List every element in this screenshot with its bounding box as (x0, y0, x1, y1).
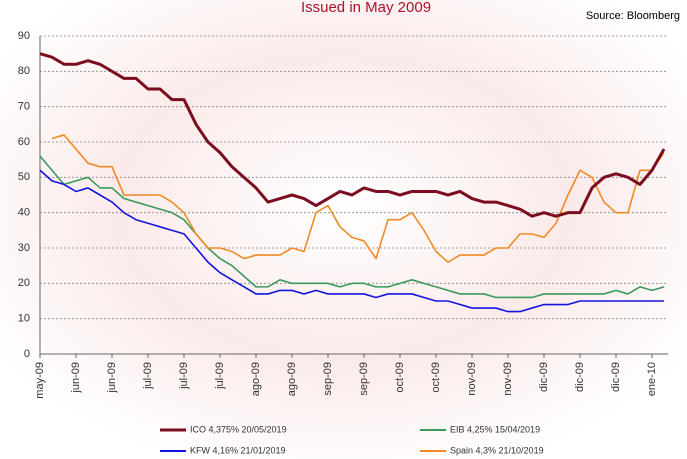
x-tick-label: ago-09 (286, 362, 298, 396)
x-tick-label: dic-09 (538, 362, 550, 392)
legend-label: KFW 4,16% 21/01/2019 (190, 445, 286, 455)
x-tick-label: oct-09 (430, 362, 442, 393)
x-tick-label: dic-09 (610, 362, 622, 392)
series-line (39, 155, 665, 299)
y-tick-label: 90 (18, 30, 30, 42)
y-tick-label: 0 (24, 348, 30, 360)
series-line (51, 134, 665, 263)
y-tick-label: 30 (18, 242, 30, 254)
series-line (39, 52, 666, 218)
y-tick-label: 60 (18, 136, 30, 148)
series-line (39, 169, 664, 313)
y-tick-label: 10 (18, 313, 30, 325)
x-tick-label: jul-09 (214, 362, 226, 390)
x-tick-label: ene-10 (646, 362, 658, 396)
x-tick-label: nov-09 (502, 362, 514, 396)
x-tick-label: oct-09 (394, 362, 406, 393)
x-tick-label: jun-09 (70, 362, 82, 394)
legend-label: Spain 4,3% 21/10/2019 (450, 445, 544, 455)
y-tick-label: 50 (18, 171, 30, 183)
x-tick-label: jul-09 (178, 362, 190, 390)
x-tick-label: jun-09 (106, 362, 118, 394)
chart-title: Issued in May 2009 (301, 0, 431, 16)
x-tick-label: dic-09 (574, 362, 586, 392)
x-tick-label: jul-09 (142, 362, 154, 390)
y-tick-label: 20 (18, 277, 30, 289)
x-tick-label: may-09 (34, 362, 46, 399)
y-tick-label: 80 (18, 65, 30, 77)
x-tick-label: nov-09 (466, 362, 478, 396)
legend-label: ICO 4,375% 20/05/2019 (190, 424, 287, 434)
x-tick-label: sep-09 (358, 362, 370, 396)
legend-label: EIB 4,25% 15/04/2019 (450, 424, 540, 434)
x-tick-label: sep-09 (322, 362, 334, 396)
source-note: Source: Bloomberg (586, 10, 680, 22)
y-tick-label: 70 (18, 101, 30, 113)
y-tick-label: 40 (18, 207, 30, 219)
x-tick-label: ago-09 (250, 362, 262, 396)
